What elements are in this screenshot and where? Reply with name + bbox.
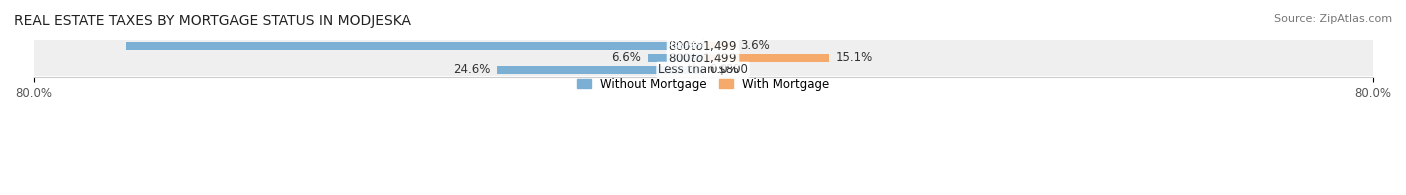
Text: REAL ESTATE TAXES BY MORTGAGE STATUS IN MODJESKA: REAL ESTATE TAXES BY MORTGAGE STATUS IN … (14, 14, 411, 28)
Text: Source: ZipAtlas.com: Source: ZipAtlas.com (1274, 14, 1392, 24)
Bar (0, 40, 1406, 52)
Bar (703, 42, 733, 50)
Bar (703, 54, 830, 62)
Text: 6.6%: 6.6% (612, 51, 641, 64)
Text: 68.9%: 68.9% (669, 39, 707, 52)
Text: 0.0%: 0.0% (710, 63, 740, 76)
Text: 24.6%: 24.6% (453, 63, 491, 76)
Legend: Without Mortgage, With Mortgage: Without Mortgage, With Mortgage (572, 73, 834, 95)
Bar (127, 42, 703, 50)
Text: $800 to $1,499: $800 to $1,499 (668, 39, 738, 53)
Text: Less than $800: Less than $800 (658, 63, 748, 76)
Text: $800 to $1,499: $800 to $1,499 (668, 51, 738, 65)
Bar (0, 52, 1406, 64)
Bar (648, 54, 703, 62)
Bar (0, 64, 1406, 76)
Text: 3.6%: 3.6% (740, 39, 769, 52)
Text: 15.1%: 15.1% (837, 51, 873, 64)
Bar (498, 66, 703, 74)
